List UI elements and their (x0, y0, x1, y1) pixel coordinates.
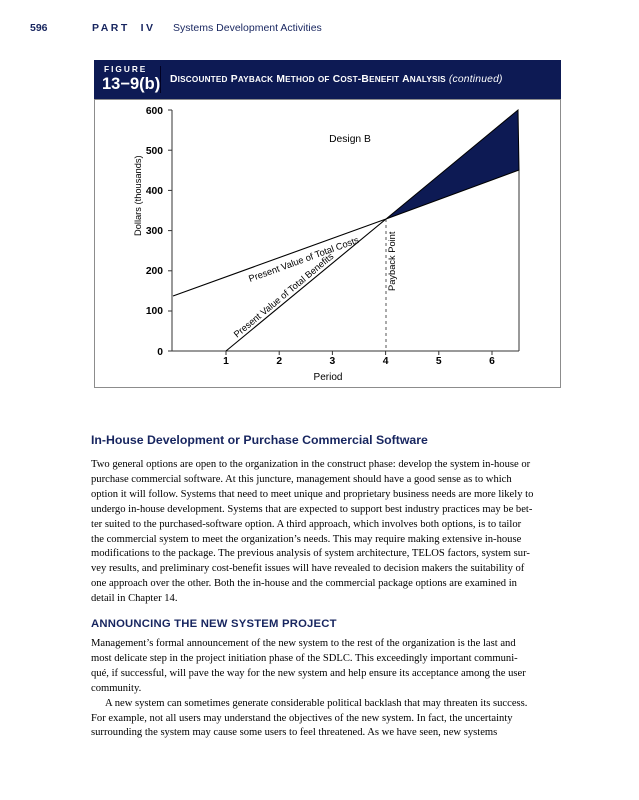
svg-text:1: 1 (223, 356, 229, 367)
svg-text:600: 600 (146, 106, 163, 117)
svg-text:Period: Period (314, 372, 343, 383)
svg-text:5: 5 (436, 356, 442, 367)
svg-text:2: 2 (276, 356, 282, 367)
svg-text:Dollars (thousands): Dollars (thousands) (133, 155, 143, 236)
svg-text:400: 400 (146, 186, 163, 197)
svg-text:300: 300 (146, 226, 163, 237)
svg-text:6: 6 (489, 356, 495, 367)
svg-text:3: 3 (330, 356, 336, 367)
svg-text:200: 200 (146, 266, 163, 277)
svg-text:0: 0 (157, 347, 163, 358)
svg-text:100: 100 (146, 306, 163, 317)
svg-text:Design B: Design B (329, 134, 371, 145)
svg-text:4: 4 (383, 356, 389, 367)
svg-text:500: 500 (146, 146, 163, 157)
svg-text:Payback Point: Payback Point (387, 231, 397, 291)
